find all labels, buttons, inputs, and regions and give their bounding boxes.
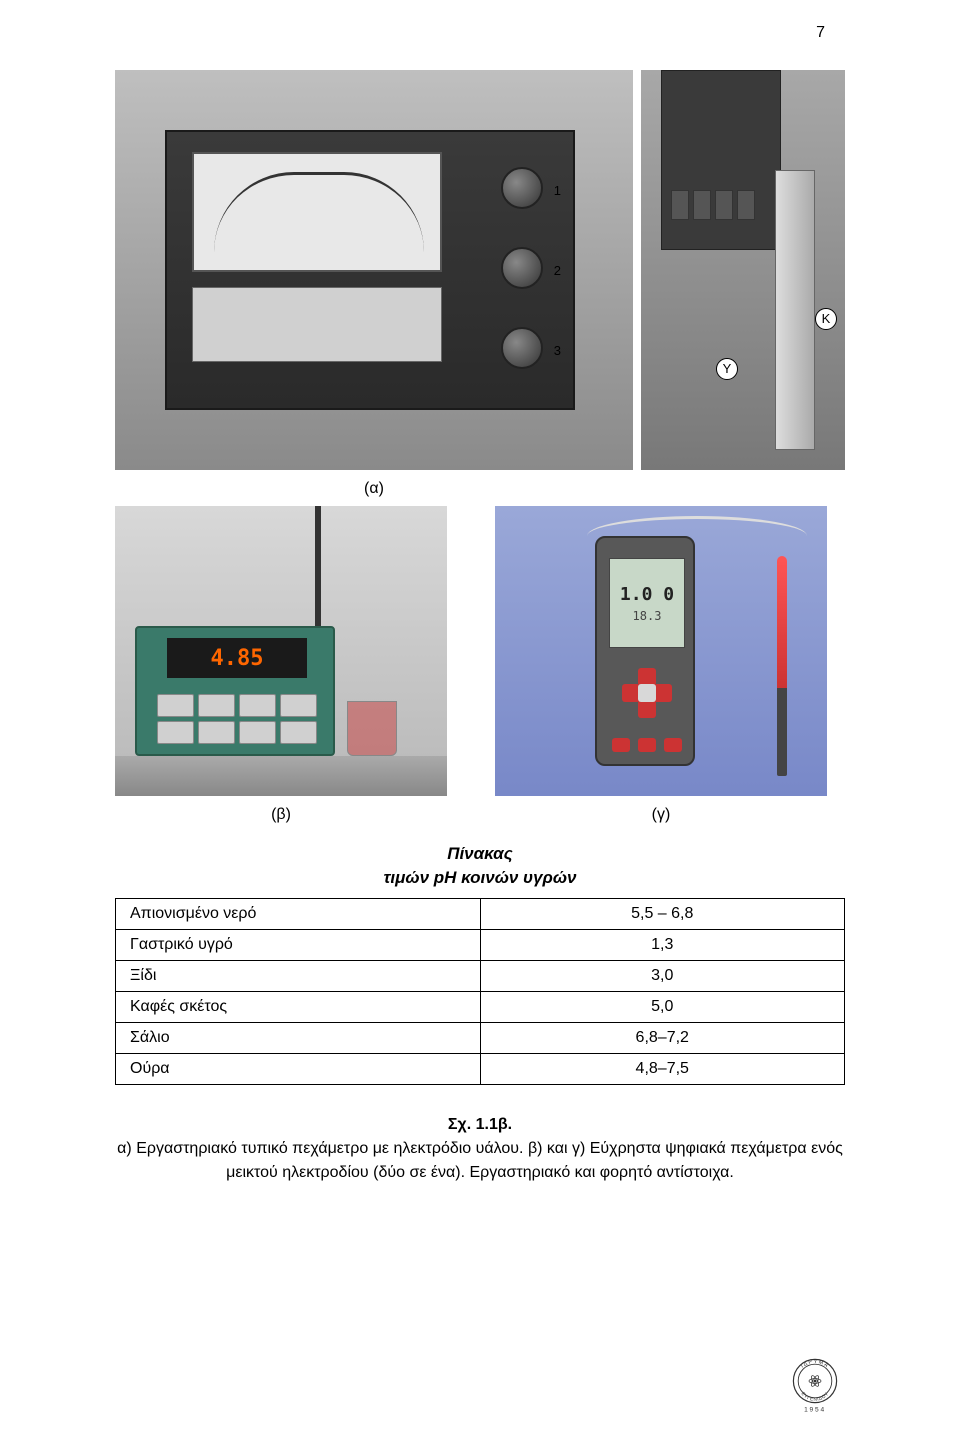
cable-plug-3 [715, 190, 733, 220]
table-cell-name: Σάλιο [116, 1022, 481, 1053]
keypad-btn [280, 694, 317, 717]
analog-meter-display [192, 152, 442, 272]
svg-text:ΙΔΡΥΜΑ: ΙΔΡΥΜΑ [800, 1359, 830, 1370]
table-row: Γαστρικό υγρό1,3 [116, 929, 845, 960]
bench-ph-meter-keypad [157, 694, 317, 744]
keypad-btn [157, 721, 194, 744]
bottom-btn [638, 738, 656, 752]
handheld-meter-body: 1.0 0 18.3 [595, 536, 695, 766]
page-number: 7 [816, 24, 825, 42]
table-cell-name: Καφές σκέτος [116, 991, 481, 1022]
keypad-btn [198, 694, 235, 717]
table-title-line1: Πίνακας [447, 844, 513, 863]
bottom-btn [664, 738, 682, 752]
keypad-btn [239, 694, 276, 717]
meter-knob-3: 3 [501, 327, 543, 369]
keypad-btn [198, 721, 235, 744]
table-cell-value: 4,8–7,5 [480, 1053, 845, 1084]
table-cell-value: 5,5 – 6,8 [480, 898, 845, 929]
figure-b-bench-ph-meter: 4.85 [115, 506, 447, 796]
table-cell-name: Γαστρικό υγρό [116, 929, 481, 960]
images-row-1: 1 2 3 Y K [115, 70, 845, 470]
meter-knob-1: 1 [501, 167, 543, 209]
cable-plug-2 [693, 190, 711, 220]
table-row: Απιονισμένο νερό5,5 – 6,8 [116, 898, 845, 929]
knob-label-2: 2 [554, 263, 561, 278]
figure-label-b: (β) [115, 806, 447, 824]
electrode-tube [775, 170, 815, 450]
dpad-right-icon [654, 684, 672, 702]
bench-ph-meter-display: 4.85 [167, 638, 307, 678]
bench-ph-meter-body: 4.85 [135, 626, 335, 756]
ph-probe [777, 556, 787, 776]
marker-y-icon: Y [716, 358, 738, 380]
marker-k-icon: K [815, 308, 837, 330]
keypad-btn [157, 694, 194, 717]
meter-knob-2: 2 [501, 247, 543, 289]
table-row: Ξίδι3,0 [116, 960, 845, 991]
figure-label-c: (γ) [495, 806, 827, 824]
svg-text:ΕΥΓΕΝΙΔΟΥ: ΕΥΓΕΝΙΔΟΥ [800, 1391, 831, 1403]
knob-label-3: 3 [554, 343, 561, 358]
table-cell-value: 1,3 [480, 929, 845, 960]
figure-label-a: (α) [115, 480, 633, 498]
handheld-meter-display: 1.0 0 18.3 [609, 558, 685, 648]
handheld-display-line2: 18.3 [633, 609, 662, 623]
figure-a-analog-ph-meter: 1 2 3 [115, 70, 633, 470]
electrode-control-box [661, 70, 781, 250]
table-cell-value: 5,0 [480, 991, 845, 1022]
figure-c-portable-ph-meter: 1.0 0 18.3 [495, 506, 827, 796]
analog-meter-arc [214, 172, 424, 252]
labels-row-2: (β) (γ) [115, 806, 845, 824]
knob-label-1: 1 [554, 183, 561, 198]
figure-caption: Σχ. 1.1β. α) Εργαστηριακό τυπικό πεχάμετ… [115, 1113, 845, 1185]
cable-plugs [671, 190, 771, 220]
keypad-btn [280, 721, 317, 744]
table-title: Πίνακας τιμών pH κοινών υγρών [115, 842, 845, 890]
table-row: Σάλιο6,8–7,2 [116, 1022, 845, 1053]
table-cell-name: Ούρα [116, 1053, 481, 1084]
analog-meter-label-plate [192, 287, 442, 362]
keypad-btn [239, 721, 276, 744]
counter-surface [115, 756, 447, 796]
images-row-2: 4.85 1.0 0 18.3 [115, 506, 845, 796]
dpad-down-icon [638, 700, 656, 718]
handheld-dpad [622, 668, 672, 718]
cable-plug-1 [671, 190, 689, 220]
cable-plug-4 [737, 190, 755, 220]
analog-meter-box: 1 2 3 [165, 130, 575, 410]
figure-caption-text: α) Εργαστηριακό τυπικό πεχάμετρο με ηλεκ… [117, 1140, 843, 1181]
table-row: Καφές σκέτος5,0 [116, 991, 845, 1022]
table-cell-name: Απιονισμένο νερό [116, 898, 481, 929]
sample-beaker [347, 701, 397, 756]
table-cell-name: Ξίδι [116, 960, 481, 991]
handheld-bottom-buttons [612, 738, 682, 752]
table-row: Ούρα4,8–7,5 [116, 1053, 845, 1084]
foundation-logo-icon: ΙΔΡΥΜΑ ΕΥΓΕΝΙΔΟΥ 1954 [785, 1354, 845, 1414]
ph-values-table: Απιονισμένο νερό5,5 – 6,8Γαστρικό υγρό1,… [115, 898, 845, 1085]
table-cell-value: 6,8–7,2 [480, 1022, 845, 1053]
figure-caption-label: Σχ. 1.1β. [448, 1116, 512, 1133]
table-cell-value: 3,0 [480, 960, 845, 991]
svg-text:1954: 1954 [804, 1407, 826, 1414]
bottom-btn [612, 738, 630, 752]
handheld-display-line1: 1.0 0 [620, 584, 674, 605]
dpad-center-icon [638, 684, 656, 702]
figure-a-electrode-holder: Y K [641, 70, 845, 470]
table-title-line2: τιμών pH κοινών υγρών [383, 868, 576, 887]
